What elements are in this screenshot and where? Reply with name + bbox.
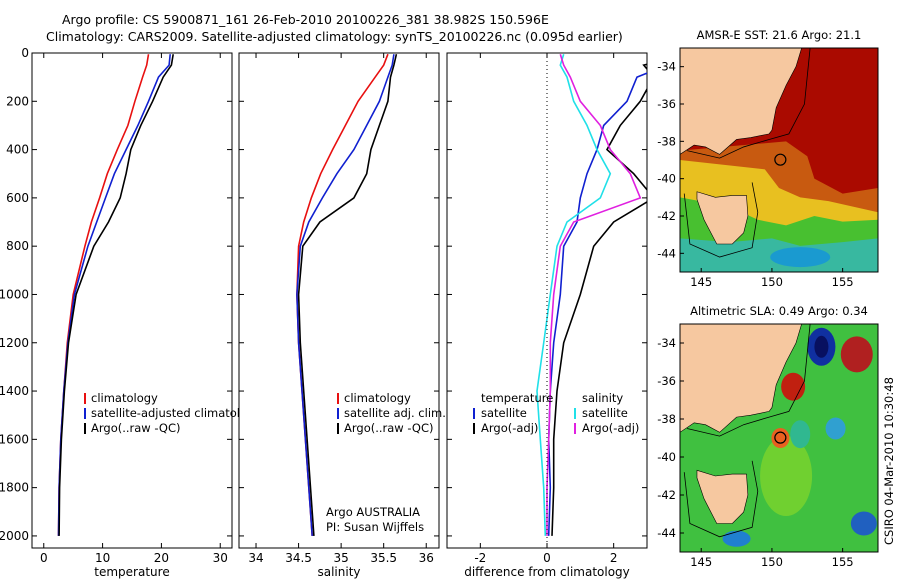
sst_map-ytick-label: -42 [657,209,676,223]
temperature-xtick-label: 0 [40,551,48,565]
legend-label: climatology [91,391,158,405]
sst_map-xtick-label: 145 [690,275,712,289]
legend-label: Argo(-adj) [481,421,538,435]
sst_map-field [680,48,878,272]
salinity-series-line [296,54,395,536]
temperature-ytick-label: 1000 [0,287,29,301]
salinity-xtick-label: 34.5 [285,551,312,565]
sla-low-patch [850,511,877,536]
shelf-contour [686,324,811,437]
temperature-series-line [58,54,174,536]
temperature-ytick-label: 1800 [0,481,29,495]
sst-cold-patch [770,247,831,268]
sla-high-eddy [840,336,873,373]
sla_map-xtick-label: 155 [832,555,854,569]
legend-label: temperature [481,391,553,405]
legend-label: salinity [582,391,623,405]
sla_map-frame [679,323,879,553]
sst_map-ytick-label: -38 [657,134,676,148]
chart-title-line1: Argo profile: CS 5900871_161 26-Feb-2010… [62,12,549,27]
sla_map-ytick-label: -38 [657,412,676,426]
sla-patch [760,436,813,516]
temperature-ytick-label: 600 [6,191,29,205]
sla_map-ytick-label: -34 [657,336,676,350]
sst_map-ytick-label: -34 [657,60,676,74]
salinity-xtick-label: 35.5 [370,551,397,565]
salinity-xtick-label: 34 [248,551,263,565]
legend-label: Argo(..raw -QC) [344,421,434,435]
temperature-xtick-label: 10 [95,551,110,565]
sst_map-argo-marker [774,153,787,166]
temperature-ytick-label: 800 [6,239,29,253]
legend-label: satellite-adjusted climatology [91,406,261,420]
pi-annotation: PI: Susan Wijffels [326,520,424,534]
sla_map-field [680,324,878,552]
chart-title-line2: Climatology: CARS2009. Satellite-adjuste… [46,29,623,44]
legend-label: climatology [344,391,411,405]
temperature-ytick-label: 200 [6,94,29,108]
difference-xtick-label: 0 [543,551,551,565]
sla-warm-patch [771,428,790,448]
temperature-ytick-label: 0 [21,46,29,60]
temperature-ytick-label: 2000 [0,529,29,543]
sla-low-patch [722,530,751,547]
legend-label: Argo(-adj) [582,421,639,435]
shelf-contour [683,182,759,258]
salinity-xlabel: salinity [317,565,360,579]
difference-series-line [551,63,647,536]
land-tasmania [696,469,749,524]
sla-patch [790,420,811,449]
difference-series-line [536,53,612,536]
sla_map-argo-marker [774,431,787,444]
temperature-xtick-label: 20 [154,551,169,565]
salinity-series-line [297,54,398,536]
sst_map-xtick-label: 150 [761,275,783,289]
sla_map-ytick-label: -36 [657,374,676,388]
sla-low-patch [825,417,846,440]
difference-xlabel: difference from climatology [464,565,630,579]
land-tasmania [696,191,749,245]
land-mainland [680,48,802,155]
temperature-xtick-label: 30 [213,551,228,565]
sla_map-ytick-label: -40 [657,450,676,464]
sst_map-frame [679,47,879,273]
shelf-contour [686,48,811,159]
sst_map-ytick-label: -40 [657,172,676,186]
sla-low-core [814,335,829,358]
sst_map-title: AMSR-E SST: 21.6 Argo: 21.1 [697,28,862,42]
temperature-ytick-label: 1400 [0,384,29,398]
difference-xtick-label: 2 [610,551,618,565]
legend-label: satellite [582,406,628,420]
temperature-xlabel: temperature [94,565,169,579]
salinity-xtick-label: 35 [333,551,348,565]
owner-annotation: Argo AUSTRALIA [326,505,420,519]
sla_map-title: Altimetric SLA: 0.49 Argo: 0.34 [690,304,868,318]
salinity-xtick-label: 36 [419,551,434,565]
sst_map-xtick-label: 155 [832,275,854,289]
difference-xtick-label: -2 [474,551,486,565]
temperature-frame [31,52,233,549]
temperature-ytick-label: 1600 [0,432,29,446]
temperature-ytick-label: 400 [6,143,29,157]
sla_map-xtick-label: 145 [690,555,712,569]
difference-series-line [546,53,642,536]
sst_map-ytick-label: -36 [657,97,676,111]
legend-label: satellite adj. clim. [344,406,446,420]
salinity-frame [238,52,440,549]
temperature-ytick-label: 1200 [0,336,29,350]
land-mainland [680,324,802,433]
sla_map-xtick-label: 150 [761,555,783,569]
credit-timestamp: CSIRO 04-Mar-2010 10:30:48 [882,377,896,545]
sla_map-ytick-label: -42 [657,488,676,502]
sst_map-ytick-label: -44 [657,246,676,260]
sla_map-ytick-label: -44 [657,526,676,540]
legend-label: satellite [481,406,527,420]
legend-label: Argo(..raw -QC) [91,421,181,435]
shelf-contour [683,460,759,538]
sla-high-eddy [781,372,806,401]
